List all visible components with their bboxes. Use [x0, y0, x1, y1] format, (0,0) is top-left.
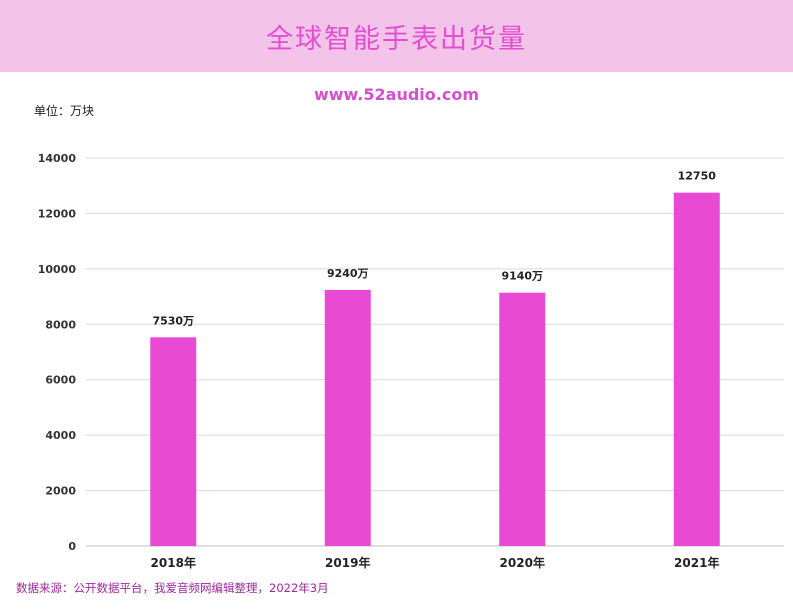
y-tick-label: 10000 [38, 263, 77, 276]
y-tick-label: 14000 [38, 152, 77, 165]
watermark-url: www.52audio.com [313, 85, 479, 104]
bar [499, 292, 546, 546]
x-tick-label: 2018年 [151, 555, 196, 570]
y-tick-label: 4000 [45, 429, 76, 442]
source-note: 数据来源：公开数据平台，我爱音频网编辑整理，2022年3月 [16, 581, 329, 595]
title-banner: 全球智能手表出货量 [0, 0, 793, 72]
data-label: 9140万 [501, 270, 543, 283]
data-label: 7530万 [152, 314, 194, 327]
data-label: 12750 [678, 170, 717, 183]
y-tick-label: 6000 [45, 374, 76, 387]
x-tick-label: 2020年 [500, 555, 545, 570]
bar [673, 192, 720, 546]
bar [150, 337, 197, 546]
y-tick-label: 0 [68, 540, 76, 553]
x-tick-label: 2021年 [674, 555, 719, 570]
data-label: 9240万 [327, 267, 369, 280]
chart-title: 全球智能手表出货量 [266, 23, 527, 55]
y-tick-label: 2000 [45, 485, 76, 498]
x-tick-label: 2019年 [325, 555, 370, 570]
y-tick-label: 8000 [45, 318, 76, 331]
bar [324, 289, 371, 546]
y-tick-label: 12000 [38, 207, 77, 220]
unit-label: 单位：万块 [34, 104, 95, 118]
